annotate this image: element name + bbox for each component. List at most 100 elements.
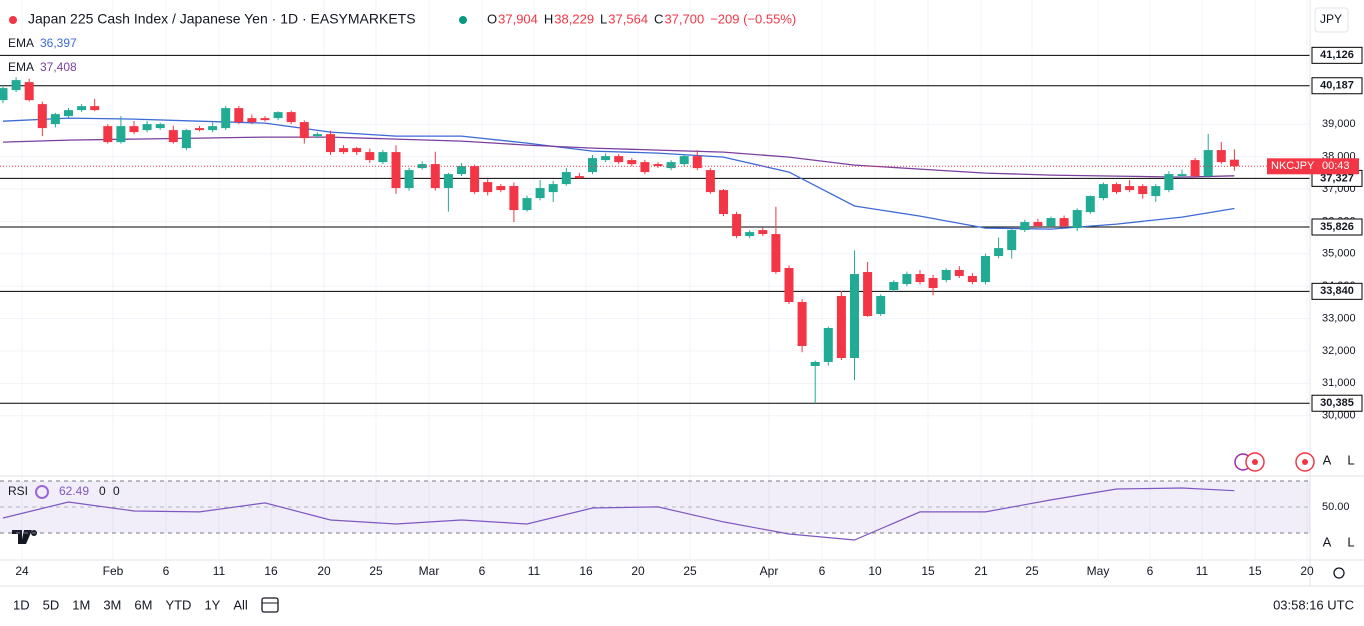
- legend-bg: [4, 35, 84, 53]
- alert-icon-dot: [1302, 459, 1308, 465]
- candle-body: [679, 156, 689, 165]
- y-tick-label: 39,000: [1322, 118, 1356, 130]
- timeframe-button[interactable]: 3M: [103, 597, 121, 612]
- candle-body: [181, 130, 191, 149]
- x-tick-label: 20: [631, 564, 645, 578]
- candle-body: [1112, 184, 1121, 193]
- level-label: 35,826: [1320, 221, 1354, 233]
- scale-button[interactable]: A: [1323, 534, 1332, 549]
- scale-button[interactable]: A: [1323, 452, 1332, 467]
- candle-body: [836, 296, 846, 358]
- rsi-icon: [35, 485, 49, 499]
- candle-body: [1007, 230, 1017, 251]
- grid: [0, 0, 1310, 560]
- rsi-tick-label: 50.00: [1322, 501, 1350, 513]
- timeframe-button[interactable]: 1Y: [204, 597, 220, 612]
- candle-body: [417, 164, 427, 169]
- candle-body: [889, 282, 899, 291]
- x-tick-label: 15: [921, 564, 935, 578]
- legend-value: 36,397: [40, 36, 77, 50]
- candle-body: [967, 276, 977, 283]
- candle-body: [692, 156, 702, 169]
- candle-body: [195, 128, 204, 131]
- rsi-extra: 0: [113, 484, 120, 498]
- x-tick-label: 11: [213, 564, 226, 578]
- candle-body: [457, 166, 466, 175]
- ohlc-label: H: [544, 11, 553, 26]
- candle-body: [509, 186, 519, 211]
- x-tick-label: 16: [264, 564, 278, 578]
- x-tick-label: 20: [1300, 564, 1314, 578]
- x-tick-label: 6: [163, 564, 170, 578]
- rsi-extra: 0: [99, 484, 106, 498]
- timeframe-button[interactable]: YTD: [165, 597, 191, 612]
- candle-body: [1138, 186, 1148, 195]
- candle-body: [627, 160, 637, 165]
- ohlc-value: 37,700: [664, 11, 704, 26]
- timeframe-button[interactable]: All: [233, 597, 248, 612]
- candle-body: [312, 134, 322, 137]
- candle-body: [404, 170, 414, 189]
- price-tag-symbol: NKCJPY: [1271, 160, 1315, 172]
- timeframe-button[interactable]: 1M: [72, 597, 90, 612]
- x-tick-label: 11: [1196, 564, 1209, 578]
- rsi-value: 62.49: [59, 484, 89, 498]
- y-tick-label: 33,000: [1322, 312, 1356, 324]
- candle-body: [391, 152, 401, 189]
- timeframe-button[interactable]: 5D: [43, 597, 60, 612]
- candle-body: [1125, 186, 1135, 191]
- x-tick-label: 11: [528, 564, 541, 578]
- x-tick-label: 25: [1025, 564, 1039, 578]
- currency-box[interactable]: [1314, 7, 1349, 33]
- candle-body: [863, 272, 873, 317]
- x-tick-label: 25: [369, 564, 383, 578]
- candle-body: [1072, 210, 1082, 229]
- x-tick-label: 21: [974, 564, 988, 578]
- candle-body: [732, 214, 742, 237]
- x-tick-label: 6: [479, 564, 486, 578]
- candle-body: [601, 156, 611, 161]
- candle-body: [1098, 184, 1108, 199]
- candle-body: [116, 126, 126, 143]
- candle-body: [273, 112, 283, 119]
- ohlc-value: 37,564: [608, 11, 648, 26]
- candle-body: [705, 170, 715, 193]
- candle-body: [1033, 222, 1043, 227]
- chart-title: Japan 225 Cash Index / Japanese Yen · 1D…: [28, 11, 416, 27]
- candle-body: [326, 134, 335, 153]
- candle-body: [1177, 174, 1187, 177]
- price-tag: [1267, 158, 1359, 175]
- candle-body: [470, 166, 480, 193]
- settings-icon[interactable]: [1333, 567, 1345, 579]
- level-label-box: [1311, 77, 1363, 95]
- timeframe-button[interactable]: 6M: [134, 597, 152, 612]
- candle-body: [168, 130, 178, 143]
- clock: 03:58:16 UTC: [1273, 597, 1354, 612]
- candle-body: [299, 122, 309, 139]
- candle-body: [352, 148, 362, 153]
- candle-body: [666, 162, 676, 169]
- date-range-icon[interactable]: [261, 597, 279, 613]
- candle-body: [90, 106, 100, 111]
- candle-body: [614, 156, 624, 163]
- scale-button[interactable]: L: [1347, 452, 1354, 467]
- candle-body: [994, 248, 1004, 257]
- candle-body: [430, 164, 440, 189]
- candle-body: [1085, 196, 1095, 213]
- candle-body: [1046, 218, 1056, 227]
- legend-name: EMA: [8, 60, 34, 74]
- x-tick-label: 25: [683, 564, 697, 578]
- scale-button[interactable]: L: [1347, 534, 1354, 549]
- ema-line: [2, 117, 1235, 230]
- candle-body: [50, 114, 60, 125]
- timeframe-button[interactable]: 1D: [13, 597, 30, 612]
- candle-body: [797, 302, 807, 347]
- candle-body: [234, 108, 244, 123]
- currency: JPY: [1320, 12, 1342, 26]
- candle-body: [981, 256, 990, 283]
- candle-body: [810, 361, 820, 366]
- y-tick-label: 35,000: [1322, 248, 1356, 260]
- x-tick-label: May: [1087, 564, 1110, 578]
- candle-body: [876, 296, 886, 315]
